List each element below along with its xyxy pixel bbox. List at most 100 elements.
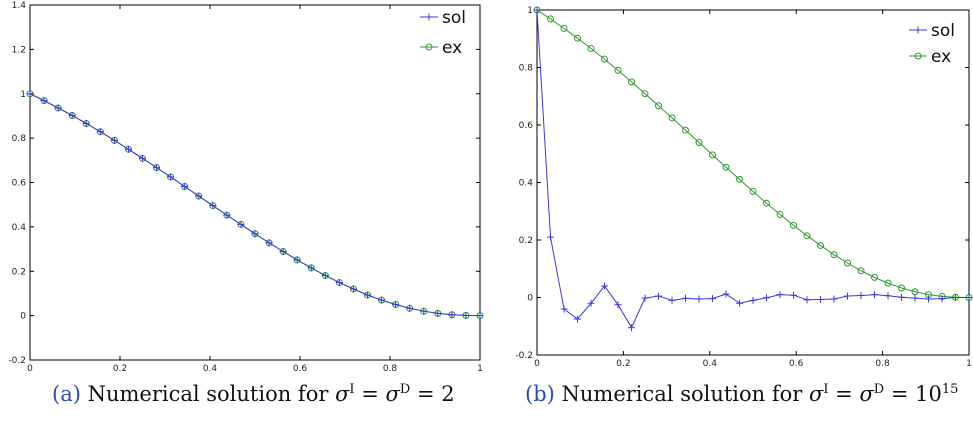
chart-a-ytick-label: 0.6 bbox=[12, 179, 27, 189]
chart-a-series-sol-point bbox=[251, 230, 259, 238]
chart-b-series-ex-point bbox=[776, 210, 784, 218]
chart-b-series-ex-point bbox=[736, 175, 743, 183]
chart-b-series-ex-point bbox=[722, 163, 730, 171]
chart-a-ytick-label: 1 bbox=[20, 90, 26, 100]
chart-b-xtick-label: 0.6 bbox=[789, 359, 804, 369]
chart-b-series-ex-point bbox=[668, 114, 676, 122]
chart-b-series-sol-point bbox=[587, 299, 595, 307]
chart-panel-a: 0 0.2 0.4 0.6 0.8 1 -0.2 0 0.2 0.4 0.6 0.8 1 1.2 1.4 so… bbox=[0, 0, 485, 427]
chart-b-ytick-label: 1 bbox=[527, 6, 533, 16]
chart-b-series-sol-point bbox=[790, 291, 797, 299]
chart-b-xtick-label: 1 bbox=[966, 359, 972, 369]
chart-a-series-sol-point bbox=[293, 256, 301, 264]
chart-b-series-ex-point bbox=[709, 151, 716, 159]
chart-a-legend-marker-ex bbox=[425, 43, 433, 51]
chart-a-series-ex-line bbox=[29, 93, 481, 317]
chart-a-series-sol-point bbox=[434, 309, 442, 317]
chart-a-series-sol-point bbox=[96, 128, 104, 136]
chart-b-series-sol-point bbox=[709, 295, 716, 303]
chart-b-series-sol-point bbox=[817, 296, 824, 304]
chart-a-series-sol-point bbox=[237, 220, 245, 228]
chart-b-series-ex-point bbox=[641, 90, 649, 98]
caption-b-formula: σI = σD = 1015 bbox=[809, 382, 959, 406]
chart-a-series-sol-point bbox=[26, 90, 34, 98]
chart-b-series-sol-point bbox=[871, 291, 878, 299]
chart-b-series-sol-point bbox=[952, 294, 959, 301]
chart-a-ytick-label: 1.4 bbox=[12, 1, 27, 11]
chart-a-series-sol-point bbox=[321, 271, 329, 279]
chart-a-ytick-label: 0.2 bbox=[12, 267, 26, 277]
chart-a-series-sol-line bbox=[29, 93, 481, 317]
chart-b-series-ex-point bbox=[560, 24, 568, 32]
chart-b-series-sol-point bbox=[776, 291, 784, 299]
chart-b-series-sol-point bbox=[655, 292, 662, 300]
chart-b-series-sol-point bbox=[695, 295, 703, 303]
chart-b-series-sol-point bbox=[830, 295, 838, 303]
chart-a-xtick-label: 0.4 bbox=[203, 364, 218, 374]
chart-b-series-sol-point bbox=[682, 294, 689, 302]
chart-b-series-sol-point bbox=[601, 282, 608, 290]
chart-b-series-sol-point bbox=[803, 296, 811, 304]
chart-b-series-sol-point bbox=[938, 295, 946, 303]
chart-b-series-sol-point bbox=[628, 324, 635, 332]
chart-b-ytick-label: -0.2 bbox=[515, 351, 533, 361]
chart-a-series-sol-point bbox=[392, 301, 400, 309]
chart-a-ytick-label: 0.4 bbox=[12, 223, 27, 233]
chart-a-series-sol-point bbox=[462, 311, 470, 319]
chart-a-series-sol-point bbox=[110, 136, 118, 144]
chart-a-svg: 0 0.2 0.4 0.6 0.8 1-0.200.20.40.60.811.21.4so… bbox=[8, 1, 484, 374]
chart-a-legend-entry-ex: ex bbox=[420, 38, 462, 58]
chart-a-ytick-label: 0 bbox=[20, 312, 26, 322]
chart-b-series-ex-point bbox=[790, 221, 797, 229]
chart-a-series-sol-point bbox=[54, 104, 62, 112]
caption-a-text: Numerical solution for bbox=[87, 382, 329, 406]
chart-b-series-ex-point bbox=[803, 232, 811, 240]
chart-a-series-sol-point bbox=[82, 119, 90, 127]
chart-a-series-sol-point bbox=[223, 211, 231, 219]
chart-a-series-sol-point bbox=[265, 239, 273, 247]
chart-b-series-sol-point bbox=[722, 290, 730, 298]
chart-b-series-ex-point bbox=[614, 66, 622, 74]
chart-b-series-sol-point bbox=[668, 296, 676, 304]
chart-b-series-sol-point bbox=[844, 292, 851, 300]
chart-a-series-sol-point bbox=[364, 291, 371, 299]
chart-b-legend-entry-sol: sol bbox=[909, 21, 955, 41]
chart-a-legend-label-sol: sol bbox=[442, 8, 466, 28]
chart-b-series-sol-point bbox=[547, 233, 554, 241]
chart-b-series-ex-line bbox=[536, 9, 970, 298]
chart-b-series-ex-point bbox=[763, 199, 770, 207]
chart-b-xtick-label: 0.8 bbox=[875, 359, 890, 369]
chart-b-series-sol-point bbox=[749, 296, 757, 304]
chart-b-xtick-label: 0.2 bbox=[616, 359, 630, 369]
chart-b-series-sol-point bbox=[925, 295, 932, 303]
chart-b-series-ex-point bbox=[817, 241, 824, 249]
chart-b-series-ex-point bbox=[547, 15, 554, 23]
chart-a-series-sol-point bbox=[195, 192, 203, 200]
chart-b-ytick-label: 0.6 bbox=[519, 121, 534, 131]
chart-b-series-ex-point bbox=[601, 55, 608, 63]
chart-a-series-sol-point bbox=[68, 111, 76, 119]
caption-a-tag: (a) bbox=[52, 382, 81, 406]
chart-a-series-sol-point bbox=[153, 164, 161, 172]
chart-b-xtick-label: 0 bbox=[534, 359, 540, 369]
chart-b-series-ex-point bbox=[574, 34, 581, 42]
chart-b-legend-marker-ex bbox=[914, 52, 922, 60]
chart-b-series-sol-point bbox=[574, 315, 581, 323]
chart-b-series-sol-point bbox=[898, 293, 905, 301]
chart-a-series-sol-point bbox=[307, 264, 315, 272]
chart-b-series-ex-point bbox=[695, 139, 703, 147]
chart-b-series-sol-point bbox=[736, 299, 743, 307]
chart-b-series-sol-point bbox=[857, 291, 865, 299]
chart-a-series-sol-point bbox=[139, 154, 146, 162]
chart-a-xtick-label: 1 bbox=[477, 364, 483, 374]
chart-a-series-sol-point bbox=[420, 307, 428, 315]
chart-a-series-sol-point bbox=[476, 312, 484, 320]
chart-a-series-sol-point bbox=[40, 97, 48, 105]
caption-b-text: Numerical solution for bbox=[561, 382, 803, 406]
chart-b-series-ex-point bbox=[628, 78, 635, 86]
chart-b-series-sol-point bbox=[614, 301, 622, 309]
chart-a-series-sol-point bbox=[279, 248, 287, 256]
chart-b-series-sol-point bbox=[763, 294, 770, 302]
chart-b-series-sol-point bbox=[641, 294, 649, 302]
chart-a-xtick-label: 0.8 bbox=[383, 364, 398, 374]
